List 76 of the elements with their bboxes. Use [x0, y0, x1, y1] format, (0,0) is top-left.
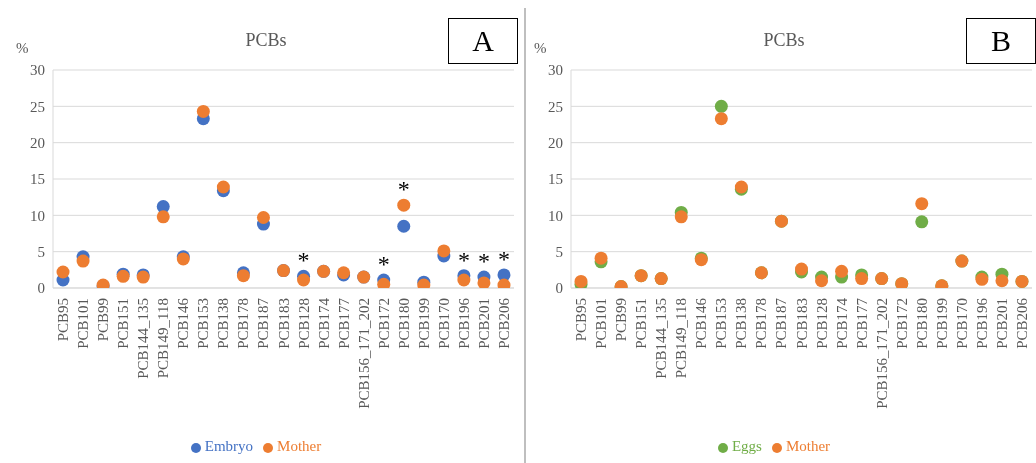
x-tick-label: PCB138: [733, 298, 750, 349]
x-tick-label: PCB187: [255, 297, 272, 349]
y-tick-label: 5: [37, 243, 45, 260]
x-tick-label: PCB149_118: [155, 298, 172, 379]
annotation: *: [397, 176, 410, 203]
x-tick-label: PCB178: [235, 298, 252, 349]
x-tick-label: PCB180: [395, 298, 412, 349]
y-axis-title: %: [534, 40, 547, 57]
x-tick-label: PCB201: [475, 298, 492, 349]
chart-title: PCBs: [245, 30, 287, 50]
x-tick-label: PCB146: [175, 297, 192, 349]
x-tick-label: PCB99: [613, 298, 630, 342]
legend-label: Embryo: [204, 438, 254, 454]
x-tick-label: PCB170: [953, 298, 970, 349]
x-tick-label: PCB138: [215, 298, 232, 349]
y-tick-label: 10: [548, 207, 563, 224]
x-tick-label: PCB196: [455, 297, 472, 349]
x-tick-label: PCB172: [893, 298, 910, 349]
annotation: *: [457, 246, 470, 273]
x-tick-label: PCB206: [495, 297, 512, 349]
annotation: *: [477, 248, 490, 275]
x-tick-label: PCB153: [713, 298, 730, 349]
x-tick-label: PCB95: [573, 298, 590, 342]
y-tick-label: 0: [555, 280, 563, 297]
text: A: [448, 18, 518, 64]
x-tick-label: PCB170: [435, 298, 452, 349]
x-tick-label: PCB144_135: [653, 298, 670, 379]
x-tick-label: PCB174: [833, 297, 850, 349]
x-tick-label: PCB199: [415, 298, 432, 349]
legend-label: Mother: [277, 438, 322, 454]
y-tick-label: 20: [30, 134, 45, 151]
x-tick-label: PCB101: [593, 298, 610, 349]
chart-title: PCBs: [763, 30, 805, 50]
legend-label: Mother: [785, 438, 831, 454]
x-tick-label: PCB156_171_202: [355, 298, 372, 409]
y-tick-label: 20: [548, 134, 563, 151]
x-tick-label: PCB206: [1013, 297, 1030, 349]
x-tick-label: PCB178: [753, 298, 770, 349]
x-tick-label: PCB177: [853, 297, 870, 349]
legend-label: Eggs: [731, 438, 762, 454]
x-tick-label: PCB196: [973, 297, 990, 349]
y-tick-label: 15: [30, 171, 45, 188]
x-tick-label: PCB128: [813, 298, 830, 349]
x-tick-label: PCB149_118: [673, 298, 690, 379]
annotation: *: [497, 245, 510, 272]
y-tick-label: 5: [555, 243, 563, 260]
y-tick-label: 25: [30, 98, 45, 115]
x-tick-label: PCB172: [375, 298, 392, 349]
y-axis-title: %: [16, 40, 29, 57]
x-tick-label: PCB151: [633, 298, 650, 349]
x-tick-label: PCB183: [793, 298, 810, 349]
x-tick-label: PCB183: [275, 298, 292, 349]
x-tick-label: PCB177: [335, 297, 352, 349]
x-tick-label: PCB144_135: [135, 298, 152, 379]
x-tick-label: PCB199: [933, 298, 950, 349]
y-tick-label: 0: [37, 280, 45, 297]
annotation: *: [297, 247, 310, 274]
x-tick-label: PCB101: [75, 298, 92, 349]
x-tick-label: PCB156_171_202: [873, 298, 890, 409]
x-tick-label: PCB153: [195, 298, 212, 349]
x-tick-label: PCB201: [993, 298, 1010, 349]
x-tick-label: PCB128: [295, 298, 312, 349]
y-tick-label: 15: [548, 171, 563, 188]
x-tick-label: PCB187: [773, 297, 790, 349]
y-tick-label: 10: [30, 207, 45, 224]
y-tick-label: 25: [548, 98, 563, 115]
x-tick-label: PCB180: [913, 298, 930, 349]
text: B: [966, 18, 1036, 64]
annotation: *: [377, 251, 390, 278]
x-tick-label: PCB146: [693, 297, 710, 349]
x-tick-label: PCB95: [55, 298, 72, 342]
x-tick-label: PCB151: [115, 298, 132, 349]
x-tick-label: PCB174: [315, 297, 332, 349]
y-tick-label: 30: [548, 62, 563, 79]
x-tick-label: PCB99: [95, 298, 112, 342]
y-tick-label: 30: [30, 62, 45, 79]
